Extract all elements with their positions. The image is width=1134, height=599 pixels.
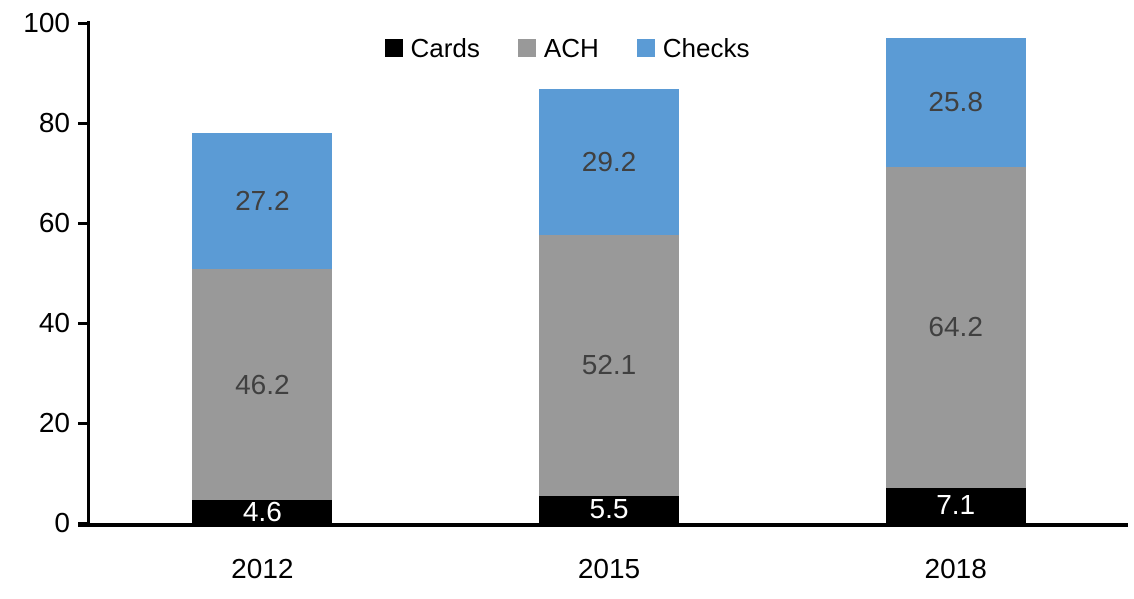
- bar-segment-ach-2018: [885, 166, 1026, 488]
- y-tick-20: [78, 421, 89, 425]
- bar-segment-ach-2012: [192, 269, 333, 500]
- legend-swatch-cards-icon: [384, 39, 403, 57]
- value-label-cards-2015: 5.5: [589, 493, 629, 525]
- x-axis-line: [78, 523, 1128, 527]
- value-label-ach-2015: 52.1: [581, 349, 637, 381]
- bar-segment-checks-2012: [192, 133, 333, 269]
- y-tick-40: [78, 321, 89, 325]
- legend-label-checks: Checks: [662, 33, 750, 63]
- value-label-checks-2012: 27.2: [235, 185, 290, 216]
- chart-legend: Cards ACH Checks: [0, 33, 1134, 63]
- value-label-checks-2018: 25.8: [928, 86, 983, 117]
- y-tick-0: [78, 521, 89, 525]
- y-tick-label-20: 20: [38, 407, 70, 438]
- bar-segment-cards-2012: [192, 500, 333, 523]
- value-label-checks-2015: 29.2: [581, 146, 637, 177]
- value-label-cards-2018: 7.1: [936, 489, 976, 521]
- legend-swatch-checks-icon: [636, 39, 655, 57]
- y-tick-label-100: 100: [23, 7, 70, 38]
- legend-item-cards: Cards: [384, 33, 480, 63]
- legend-label-ach: ACH: [543, 33, 599, 63]
- y-tick-80: [78, 121, 89, 125]
- y-tick-60: [78, 221, 89, 225]
- bar-segment-checks-2015: [539, 89, 679, 235]
- bar-segment-cards-2018: [885, 487, 1026, 523]
- y-tick-label-60: 60: [38, 207, 70, 238]
- y-tick-label-40: 40: [38, 307, 70, 338]
- legend-label-cards: Cards: [410, 33, 480, 63]
- bar-segment-ach-2015: [539, 235, 679, 496]
- value-label-ach-2012: 46.2: [235, 368, 290, 400]
- value-label-cards-2012: 4.6: [242, 495, 282, 527]
- bar-segment-checks-2018: [885, 37, 1026, 167]
- x-axis-label-2015: 2015: [577, 553, 641, 584]
- value-label-ach-2018: 64.2: [928, 311, 983, 342]
- legend-item-ach: ACH: [517, 33, 599, 63]
- legend-item-checks: Checks: [636, 33, 750, 63]
- y-axis-line: [87, 21, 90, 527]
- y-tick-100: [78, 21, 89, 25]
- bar-segment-cards-2015: [539, 495, 679, 523]
- legend-swatch-ach-icon: [517, 39, 536, 57]
- x-axis-label-2012: 2012: [231, 553, 294, 584]
- y-tick-label-0: 0: [54, 507, 70, 538]
- x-axis-label-2018: 2018: [924, 553, 987, 584]
- y-tick-label-80: 80: [38, 107, 70, 138]
